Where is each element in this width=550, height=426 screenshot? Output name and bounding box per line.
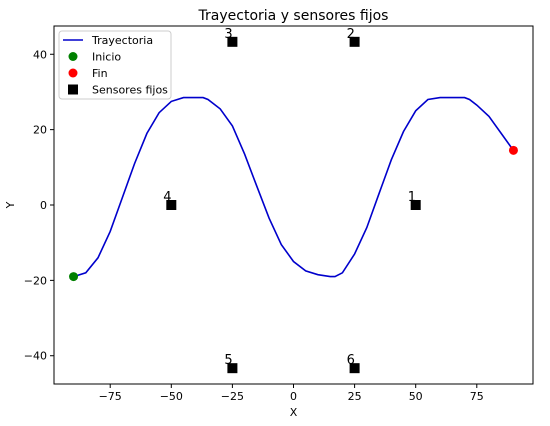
y-tick-label: −20: [24, 274, 47, 287]
y-tick-label: 40: [33, 48, 47, 61]
chart-title: Trayectoria y sensores fijos: [198, 8, 389, 24]
y-tick-label: 0: [40, 199, 47, 212]
x-tick-label: −50: [160, 390, 183, 403]
x-tick-label: 50: [409, 390, 423, 403]
legend-circle-swatch: [68, 52, 78, 61]
legend-label: Trayectoria: [91, 34, 153, 47]
sensor-marker: [349, 36, 360, 47]
y-tick-label: −40: [24, 350, 47, 363]
legend-square-swatch: [68, 84, 78, 95]
sensor-label: 3: [224, 27, 232, 42]
sensor-label: 4: [163, 190, 171, 205]
sensor-marker: [227, 363, 238, 374]
x-tick-label: 25: [348, 390, 362, 403]
y-tick-label: 20: [33, 124, 47, 137]
x-tick-label: −25: [221, 390, 244, 403]
sensor-marker: [349, 363, 360, 374]
legend-circle-swatch: [68, 68, 78, 78]
plot-area: 1 2 3 4 5 6: [69, 27, 518, 374]
y-axis: −40 −20 0 20 40: [24, 48, 54, 363]
x-axis-label: X: [290, 406, 298, 419]
sensor-label: 1: [408, 190, 416, 205]
x-tick-label: 0: [290, 390, 297, 403]
sensor-marker: [166, 200, 177, 210]
legend-box: [58, 30, 172, 100]
end-point: [508, 145, 518, 155]
legend: Trayectoria Inicio Fin Sensores fijos: [58, 30, 172, 100]
legend-label: Sensores fijos: [92, 84, 168, 97]
sensor-label: 5: [224, 353, 232, 368]
x-tick-label: −75: [99, 390, 122, 403]
sensor-label: 2: [347, 27, 355, 42]
x-tick-label: 75: [470, 390, 484, 403]
sensor-label: 6: [347, 353, 355, 368]
legend-label: Inicio: [92, 51, 121, 64]
sensor-marker: [410, 200, 421, 210]
legend-label: Fin: [92, 67, 108, 80]
y-axis-label: Y: [4, 201, 17, 209]
start-point: [69, 272, 79, 282]
trajectory-line: [73, 96, 515, 278]
sensor-marker: [227, 36, 238, 47]
x-axis: −75 −50 −25 0 25 50 75: [99, 384, 484, 403]
